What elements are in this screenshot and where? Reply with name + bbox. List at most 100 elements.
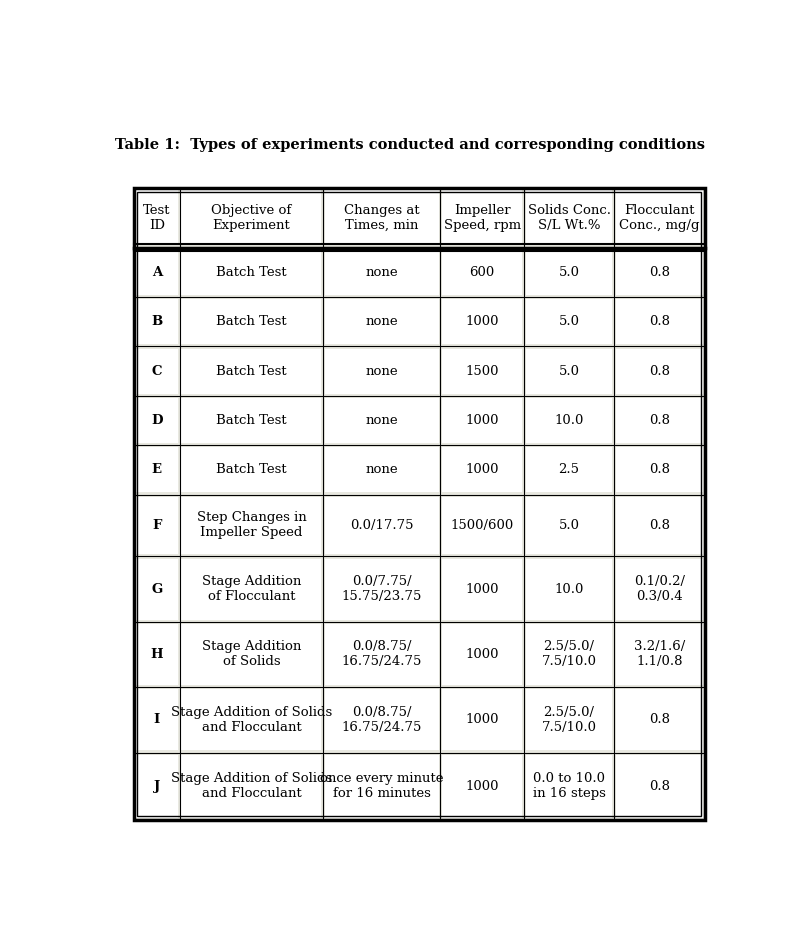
- Bar: [442, 559, 522, 620]
- Bar: [442, 754, 522, 818]
- Bar: [182, 559, 322, 620]
- Bar: [136, 754, 178, 818]
- Text: 1000: 1000: [466, 463, 499, 476]
- Bar: [442, 624, 522, 685]
- Bar: [616, 250, 702, 295]
- Bar: [526, 190, 612, 245]
- Text: 1500: 1500: [466, 365, 499, 377]
- Text: 0.0/8.75/
16.75/24.75: 0.0/8.75/ 16.75/24.75: [342, 706, 422, 734]
- Text: 5.0: 5.0: [558, 519, 579, 532]
- Bar: [182, 300, 322, 344]
- Text: H: H: [150, 648, 163, 661]
- Bar: [526, 624, 612, 685]
- Text: 1000: 1000: [466, 582, 499, 595]
- Bar: [136, 398, 178, 443]
- Bar: [442, 447, 522, 492]
- Text: Batch Test: Batch Test: [216, 414, 286, 427]
- Text: Stage Addition of Solids
and Flocculant: Stage Addition of Solids and Flocculant: [171, 772, 332, 800]
- Text: F: F: [152, 519, 162, 532]
- Text: Test
ID: Test ID: [143, 204, 170, 232]
- Text: 1000: 1000: [466, 713, 499, 726]
- Text: Stage Addition
of Flocculant: Stage Addition of Flocculant: [202, 575, 301, 603]
- Text: B: B: [151, 315, 162, 329]
- Text: 5.0: 5.0: [558, 315, 579, 329]
- Text: Objective of
Experiment: Objective of Experiment: [211, 204, 291, 232]
- Bar: [526, 754, 612, 818]
- Text: 1000: 1000: [466, 414, 499, 427]
- Bar: [616, 754, 702, 818]
- Bar: [136, 447, 178, 492]
- Text: 0.8: 0.8: [649, 266, 670, 279]
- Bar: [326, 300, 438, 344]
- Text: Stage Addition of Solids
and Flocculant: Stage Addition of Solids and Flocculant: [171, 706, 332, 734]
- Bar: [134, 188, 705, 820]
- Text: 1000: 1000: [466, 780, 499, 793]
- Text: Solids Conc.
S/L Wt.%: Solids Conc. S/L Wt.%: [527, 204, 610, 232]
- Bar: [326, 497, 438, 554]
- Text: 0.8: 0.8: [649, 519, 670, 532]
- Text: 10.0: 10.0: [554, 414, 584, 427]
- Text: 3.2/1.6/
1.1/0.8: 3.2/1.6/ 1.1/0.8: [634, 640, 685, 668]
- Bar: [526, 447, 612, 492]
- Text: 1000: 1000: [466, 315, 499, 329]
- Bar: [616, 497, 702, 554]
- Text: none: none: [366, 315, 398, 329]
- Bar: [442, 497, 522, 554]
- Bar: [136, 559, 178, 620]
- Text: E: E: [152, 463, 162, 476]
- Bar: [182, 447, 322, 492]
- Text: 10.0: 10.0: [554, 582, 584, 595]
- Bar: [326, 250, 438, 295]
- Bar: [442, 348, 522, 394]
- Bar: [616, 348, 702, 394]
- Bar: [616, 624, 702, 685]
- Bar: [616, 689, 702, 751]
- Text: Impeller
Speed, rpm: Impeller Speed, rpm: [443, 204, 521, 232]
- Bar: [182, 689, 322, 751]
- Bar: [526, 250, 612, 295]
- Bar: [442, 250, 522, 295]
- Text: 5.0: 5.0: [558, 365, 579, 377]
- Text: J: J: [154, 780, 160, 793]
- Text: 2.5: 2.5: [558, 463, 579, 476]
- Bar: [182, 754, 322, 818]
- Text: 0.8: 0.8: [649, 315, 670, 329]
- Text: none: none: [366, 365, 398, 377]
- Bar: [326, 348, 438, 394]
- Text: 0.0 to 10.0
in 16 steps: 0.0 to 10.0 in 16 steps: [533, 772, 606, 800]
- Bar: [326, 559, 438, 620]
- Text: 0.0/17.75: 0.0/17.75: [350, 519, 414, 532]
- Text: 0.8: 0.8: [649, 463, 670, 476]
- Text: D: D: [151, 414, 162, 427]
- Bar: [526, 300, 612, 344]
- Bar: [442, 300, 522, 344]
- Bar: [136, 250, 178, 295]
- Bar: [616, 300, 702, 344]
- Text: C: C: [151, 365, 162, 377]
- Bar: [442, 689, 522, 751]
- Text: 600: 600: [470, 266, 494, 279]
- Bar: [442, 190, 522, 245]
- Bar: [326, 689, 438, 751]
- Bar: [326, 447, 438, 492]
- Bar: [326, 754, 438, 818]
- Text: 0.8: 0.8: [649, 713, 670, 726]
- Bar: [136, 497, 178, 554]
- Bar: [616, 398, 702, 443]
- Text: 0.8: 0.8: [649, 414, 670, 427]
- Bar: [616, 190, 702, 245]
- Bar: [326, 624, 438, 685]
- Text: none: none: [366, 414, 398, 427]
- Text: 0.8: 0.8: [649, 365, 670, 377]
- Bar: [182, 190, 322, 245]
- Bar: [182, 497, 322, 554]
- Bar: [182, 348, 322, 394]
- Text: 1500/600: 1500/600: [450, 519, 514, 532]
- Text: 0.8: 0.8: [649, 780, 670, 793]
- Text: Step Changes in
Impeller Speed: Step Changes in Impeller Speed: [197, 511, 306, 539]
- Text: Batch Test: Batch Test: [216, 365, 286, 377]
- Text: 2.5/5.0/
7.5/10.0: 2.5/5.0/ 7.5/10.0: [542, 706, 597, 734]
- Text: 1000: 1000: [466, 648, 499, 661]
- Text: none: none: [366, 266, 398, 279]
- Bar: [616, 447, 702, 492]
